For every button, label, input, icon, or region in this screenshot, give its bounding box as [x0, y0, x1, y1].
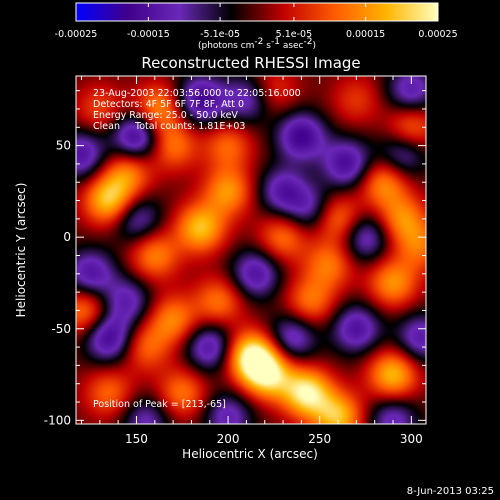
x-axis-label: Heliocentric X (arcsec) [182, 447, 318, 461]
x-tick-label: 150 [125, 432, 148, 446]
axis-ticks: 150 200 250 300 -100 -50 0 50 [44, 76, 426, 446]
colorbar-tick-label: 0.00025 [418, 29, 457, 40]
peak-position-label: Position of Peak = [213,-65] [93, 399, 226, 410]
colorbar: -0.00025 -0.00015 -5.1e-05 5.1e-05 0.00015 0.… [55, 2, 458, 51]
colorbar-strip [75, 2, 439, 22]
y-axis-label: Heliocentric Y (arcsec) [14, 183, 28, 318]
plot-frame [75, 75, 427, 425]
colorbar-tick-label: -0.00015 [127, 29, 170, 40]
x-tick-label: 200 [217, 432, 240, 446]
y-tick-label: 0 [63, 230, 71, 244]
colorbar-tick-label: -5.1e-05 [200, 29, 240, 40]
colorbar-units: (photons cm-2 s-1 asec-2) [198, 37, 316, 51]
annotation-energy: Energy Range: 25.0 - 50.0 keV [93, 110, 238, 121]
chart-title: Reconstructed RHESSI Image [141, 54, 360, 72]
colorbar-tick-label: 5.1e-05 [276, 29, 312, 40]
footer-date: 8-Jun-2013 03:25 [407, 486, 494, 497]
y-tick-label: -50 [51, 322, 71, 336]
colorbar-tick-label: -0.00025 [55, 29, 98, 40]
annotation-detectors: Detectors: 4F 5F 6F 7F 8F, Att 0 [93, 99, 244, 110]
x-tick-label: 300 [400, 432, 423, 446]
y-tick-label: -100 [44, 413, 71, 427]
colorbar-ticks: -0.00025 -0.00015 -5.1e-05 5.1e-05 0.00015 0.… [55, 3, 458, 40]
annotation-block: 23-Aug-2003 22:03:56.000 to 22:05:16.000… [93, 88, 301, 132]
heatmap-raster [76, 76, 426, 424]
y-tick-label: 50 [56, 139, 71, 153]
annotation-counts: Clean Total counts: 1.81E+03 [93, 121, 245, 132]
colorbar-tick-label: 0.00015 [346, 29, 385, 40]
heatmap-image [76, 76, 426, 424]
x-tick-label: 250 [308, 432, 331, 446]
annotation-time: 23-Aug-2003 22:03:56.000 to 22:05:16.000 [93, 88, 301, 99]
